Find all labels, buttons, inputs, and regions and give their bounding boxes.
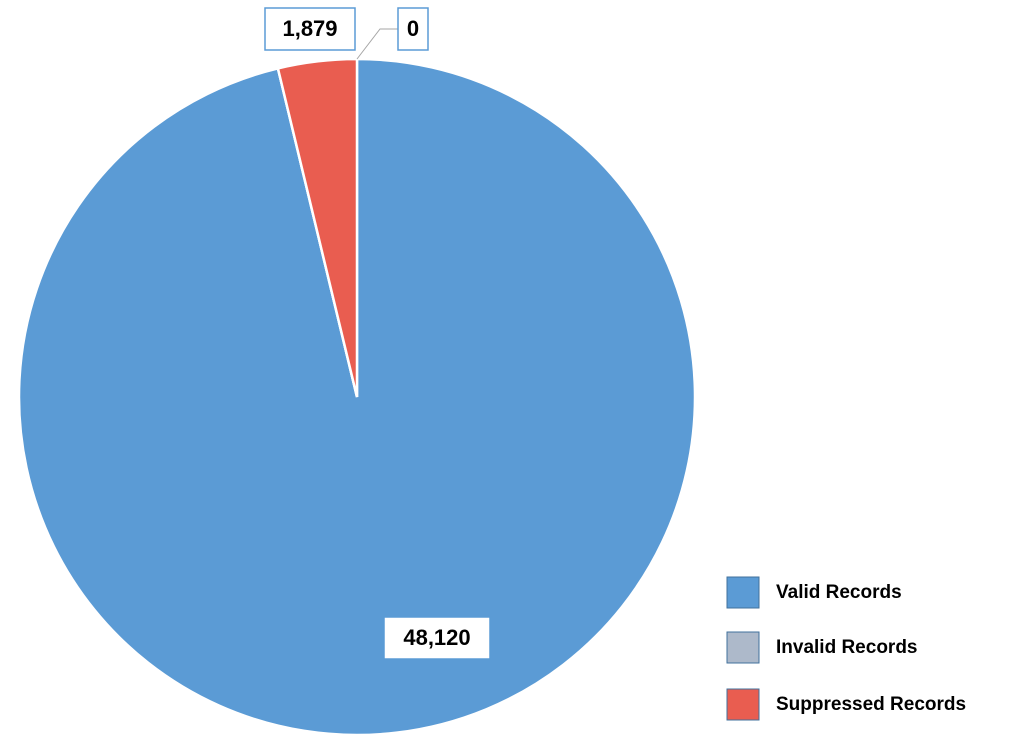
data-label: 1,879 [282, 16, 337, 41]
legend-label: Valid Records [776, 582, 902, 603]
legend-swatch [726, 688, 760, 721]
data-label: 0 [407, 16, 419, 41]
pie-slice [276, 57, 359, 398]
legend-swatch [726, 576, 760, 609]
data-label-box [383, 616, 491, 660]
legend-label: Invalid Records [776, 637, 918, 658]
data-label-box [264, 7, 356, 51]
data-label-box [397, 7, 429, 51]
leader-line [356, 28, 398, 60]
legend-swatch [726, 631, 760, 664]
data-label: 48,120 [403, 625, 470, 650]
legend-label: Suppressed Records [776, 694, 966, 715]
